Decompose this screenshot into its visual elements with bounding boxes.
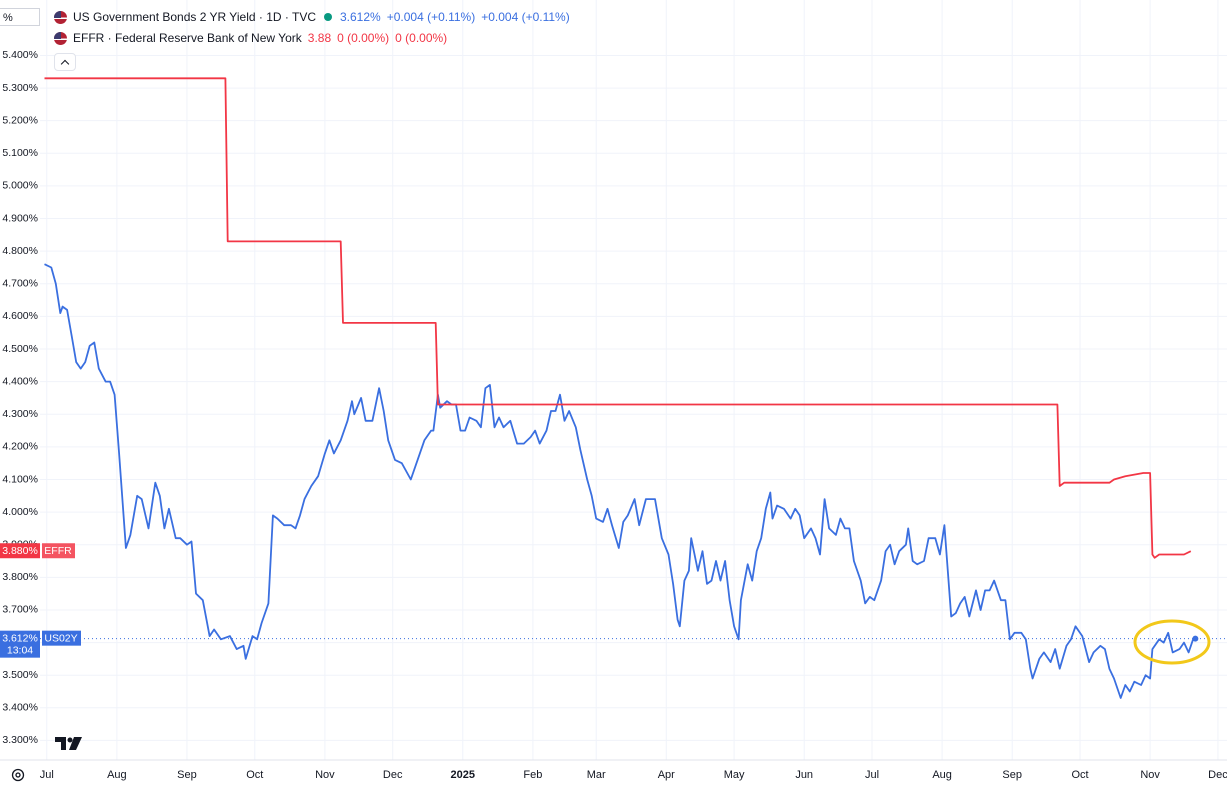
axes: 3.300%3.400%3.500%3.600%3.700%3.800%3.90…: [2, 49, 1227, 781]
plot: [40, 77, 1227, 699]
y-tick-label: 4.200%: [2, 441, 38, 453]
legend-value: 0 (0.00%): [395, 31, 448, 45]
axis-unit[interactable]: %: [0, 8, 40, 26]
market-status: [324, 13, 332, 21]
legend-row[interactable]: US Government Bonds 2 YR Yield · 1D · TV…: [54, 10, 570, 24]
highlight-ellipse: [1133, 619, 1211, 665]
x-tick-label: Oct: [246, 769, 263, 781]
y-tick-label: 4.900%: [2, 212, 38, 224]
y-tick-label: 5.100%: [2, 147, 38, 159]
price-tag-label: 3.612%: [2, 632, 38, 644]
y-tick-label: 4.000%: [2, 506, 38, 518]
y-tick-label: 5.000%: [2, 180, 38, 192]
price-tag: [0, 630, 40, 658]
y-tick-label: 3.500%: [2, 669, 38, 681]
y-tick-label: 4.300%: [2, 408, 38, 420]
legend-name: US Government Bonds 2 YR Yield · 1D · TV…: [73, 10, 316, 24]
legend-value: +0.004 (+0.11%): [386, 10, 476, 24]
legend-value: 3.88: [307, 31, 332, 45]
x-tick-label: Jul: [40, 769, 54, 781]
last-point: [1192, 635, 1199, 642]
y-tick-label: 5.400%: [2, 49, 38, 61]
y-tick-label: 3.700%: [2, 604, 38, 616]
y-tick-label: 4.800%: [2, 245, 38, 257]
x-tick-label: Dec: [383, 769, 403, 781]
y-tick-label: 3.800%: [2, 571, 38, 583]
y-tick-label: 5.200%: [2, 114, 38, 126]
y-tick-label: 4.500%: [2, 343, 38, 355]
y-tick-label: 5.300%: [2, 82, 38, 94]
series-line: [44, 263, 1196, 699]
price-tag: [0, 543, 40, 559]
x-tick-label: Feb: [523, 769, 542, 781]
x-tick-label: Mar: [587, 769, 606, 781]
y-tick-label: 4.400%: [2, 375, 38, 387]
legend-row[interactable]: EFFR · Federal Reserve Bank of New York …: [54, 31, 447, 45]
flag-icon: [54, 31, 67, 45]
x-tick-label: Aug: [932, 769, 952, 781]
x-tick-label: 2025: [451, 769, 475, 781]
settings-icon[interactable]: [6, 763, 30, 787]
legend-value: +0.004 (+0.11%): [481, 10, 570, 24]
y-tick-label: 4.600%: [2, 310, 38, 322]
y-tick-label: 3.400%: [2, 702, 38, 714]
x-tick-label: Sep: [1002, 769, 1022, 781]
series-line: [44, 77, 1192, 559]
series-tag-label: US02Y: [44, 632, 77, 644]
x-tick-label: Nov: [1140, 769, 1160, 781]
x-tick-label: Jun: [795, 769, 813, 781]
x-tick-label: Apr: [658, 769, 675, 781]
x-tick-label: Sep: [177, 769, 197, 781]
x-tick-label: May: [724, 769, 745, 781]
x-tick-label: Aug: [107, 769, 127, 781]
tradingview-logo: [55, 737, 82, 750]
y-tick-label: 4.100%: [2, 473, 38, 485]
price-tag-label: 3.880%: [2, 545, 38, 557]
x-tick-label: Dec: [1208, 769, 1227, 781]
x-tick-label: Nov: [315, 769, 335, 781]
x-tick-label: Oct: [1071, 769, 1088, 781]
collapse-button[interactable]: [54, 53, 76, 71]
flag-icon: [54, 10, 67, 24]
price-tags: 3.612%13:04 US02Y 3.880% EFFR: [0, 543, 81, 658]
grid: [40, 0, 1227, 760]
legend-value: 3.612%: [340, 10, 381, 24]
legend-name: EFFR · Federal Reserve Bank of New York: [73, 31, 302, 45]
series-tag: [42, 543, 75, 559]
series-tag: [42, 630, 81, 646]
price-tag-time: 13:04: [7, 644, 33, 656]
y-tick-label: 4.700%: [2, 278, 38, 290]
y-tick-label: 3.300%: [2, 734, 38, 746]
x-tick-label: Jul: [865, 769, 879, 781]
series-tag-label: EFFR: [44, 545, 72, 557]
legend-value: 0 (0.00%): [337, 31, 390, 45]
